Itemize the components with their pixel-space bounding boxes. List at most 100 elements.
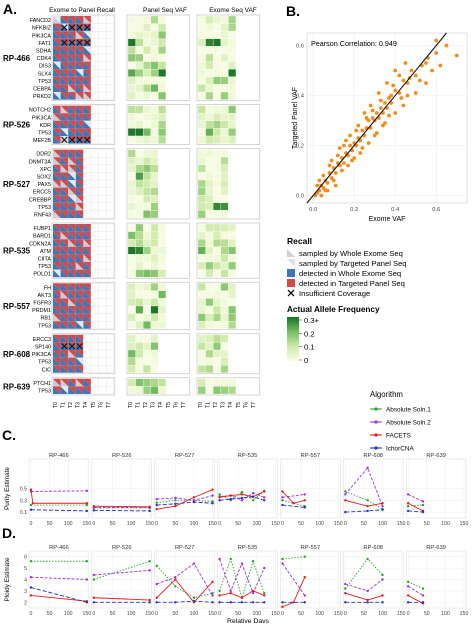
- recall-exome-triangle: [75, 202, 84, 211]
- panel-vaf-cell: [143, 334, 151, 343]
- series-point: [303, 499, 306, 502]
- recall-panel-triangle: [83, 298, 91, 306]
- exome-vaf-cell: [205, 349, 214, 358]
- scatter-point: [342, 143, 346, 148]
- panel-vaf-cell: [150, 187, 159, 196]
- panel-vaf-cell: [143, 46, 151, 55]
- facet-title: RP-527: [175, 453, 195, 459]
- panel-vaf-cell: [150, 334, 159, 343]
- series-point: [344, 490, 347, 493]
- insufficient-coverage-x: [84, 24, 91, 31]
- series-point: [229, 557, 232, 561]
- panel-vaf-cell: [143, 113, 151, 121]
- recall-exome-triangle: [75, 378, 84, 387]
- insufficient-coverage-x: [76, 39, 83, 46]
- panel-vaf-cell: [181, 38, 189, 47]
- exome-vaf-cell: [251, 365, 259, 373]
- panel-vaf-cell: [165, 179, 174, 188]
- recall-empty-cell: [90, 210, 99, 219]
- x-tick-label: 50: [235, 521, 241, 527]
- exome-vaf-cell: [220, 128, 229, 137]
- panel-vaf-cell: [181, 313, 189, 322]
- panel-vaf-cell: [150, 31, 159, 39]
- exome-vaf-cell: [235, 53, 244, 62]
- exome-vaf-cell: [197, 386, 206, 395]
- series-point: [303, 493, 306, 496]
- recall-panel-triangle: [60, 365, 69, 373]
- block-frame: [51, 148, 116, 220]
- series-point: [421, 601, 425, 604]
- exome-vaf-cell: [213, 91, 221, 100]
- recall-panel-triangle: [68, 149, 76, 158]
- panel-vaf-cell: [158, 357, 167, 366]
- exome-vaf-cell: [220, 246, 229, 255]
- series-point: [421, 594, 425, 597]
- series-point: [192, 562, 196, 565]
- panel-vaf-cell: [135, 38, 144, 47]
- panel-vaf-cell: [143, 31, 151, 39]
- block-frame: [126, 333, 191, 375]
- panel-vaf-cell: [143, 84, 151, 93]
- recall-empty-cell: [98, 112, 107, 121]
- exome-vaf-cell: [251, 128, 259, 137]
- recall-exome-triangle: [60, 195, 69, 203]
- panel-vaf-cell: [143, 105, 151, 114]
- recall-panel-triangle: [75, 113, 84, 121]
- recall-empty-cell: [105, 261, 114, 270]
- recall-exome-triangle: [53, 231, 61, 240]
- recall-panel-triangle: [83, 239, 91, 247]
- panel-vaf-cell: [127, 349, 136, 358]
- panel-vaf-cell: [127, 210, 136, 219]
- panel-vaf-cell: [127, 223, 136, 232]
- panel-vaf-cell: [165, 187, 174, 196]
- series-line: [30, 587, 87, 603]
- panel-vaf-cell: [143, 298, 151, 307]
- series-point: [85, 601, 89, 604]
- exome-vaf-cell: [251, 15, 259, 24]
- exome-vaf-cell: [243, 61, 252, 70]
- recall-panel-triangle: [75, 246, 84, 255]
- recall-empty-cell: [105, 290, 114, 299]
- panel-vaf-cell: [135, 269, 144, 278]
- panel-vaf-cell: [173, 164, 182, 173]
- facet-title: RP-557: [301, 453, 321, 459]
- panel-vaf-cell: [181, 283, 189, 291]
- panel-vaf-cell: [135, 239, 144, 247]
- recall-empty-cell: [98, 128, 107, 137]
- recall-empty-cell: [98, 68, 107, 77]
- recall-empty-cell: [98, 269, 107, 278]
- panel-vaf-cell: [135, 321, 144, 329]
- exome-vaf-cell: [243, 210, 252, 219]
- recall-panel-triangle: [60, 210, 69, 218]
- panel-vaf-cell: [158, 246, 167, 255]
- series-point: [292, 601, 295, 604]
- series-point: [366, 509, 369, 513]
- series-point: [92, 509, 96, 512]
- scatter-point: [319, 193, 324, 198]
- exome-vaf-cell: [235, 298, 244, 307]
- series-point: [366, 505, 369, 508]
- recall-panel-triangle: [83, 92, 91, 100]
- recall-exome-triangle: [53, 269, 61, 278]
- panel-vaf-cell: [158, 365, 167, 373]
- recall-panel-triangle: [53, 262, 61, 270]
- recall-empty-cell: [98, 283, 107, 292]
- exome-vaf-cell: [235, 261, 244, 270]
- exome-vaf-cell: [213, 334, 221, 343]
- exome-vaf-cell: [205, 172, 214, 181]
- scatter-point: [444, 43, 449, 48]
- exome-vaf-cell: [205, 149, 214, 158]
- exome-vaf-cell: [205, 69, 214, 77]
- exome-vaf-cell: [213, 15, 221, 24]
- panel-vaf-cell: [150, 313, 159, 322]
- panel-vaf-cell: [127, 298, 136, 307]
- gene-label: PAX5: [38, 182, 51, 188]
- exome-vaf-cell: [243, 187, 252, 196]
- series-point: [192, 500, 196, 504]
- panel-vaf-cell: [150, 239, 159, 247]
- panel-vaf-cell: [150, 105, 159, 114]
- y-tick-label: 2: [24, 600, 27, 606]
- y-tick-label: 0.1: [20, 510, 27, 516]
- insufficient-coverage-x: [61, 39, 68, 46]
